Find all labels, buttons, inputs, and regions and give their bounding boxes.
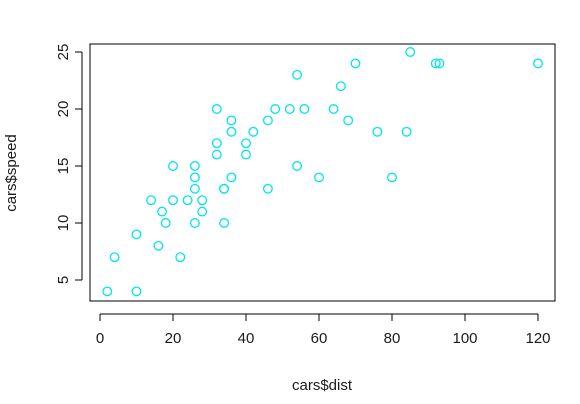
data-point [189, 172, 200, 183]
y-axis: 5 10 15 20 25 [55, 44, 83, 284]
data-point [189, 161, 200, 171]
data-point [401, 126, 412, 137]
data-point [387, 172, 397, 183]
data-point [226, 126, 237, 137]
data-point [241, 138, 251, 149]
y-axis-title: cars$speed [3, 134, 20, 212]
data-point [175, 252, 186, 263]
y-tick-label: 15 [55, 158, 72, 175]
data-point [131, 286, 142, 297]
data-point [157, 206, 168, 217]
data-point [109, 252, 120, 263]
data-point [270, 104, 281, 114]
data-point [197, 195, 208, 206]
data-point [226, 172, 237, 183]
data-point [160, 218, 171, 228]
data-point [292, 161, 303, 171]
data-point [219, 183, 230, 194]
data-point [182, 195, 193, 206]
data-point [284, 104, 295, 114]
data-point [168, 161, 178, 171]
x-tick-label: 100 [452, 330, 477, 347]
x-tick-label: 60 [311, 330, 328, 347]
data-point [328, 104, 339, 114]
data-point [168, 195, 178, 206]
data-point [131, 229, 142, 240]
data-point [241, 149, 251, 160]
data-point [211, 138, 222, 149]
x-axis-title: cars$dist [292, 377, 353, 394]
data-point [211, 104, 222, 114]
x-tick-label: 40 [238, 330, 255, 347]
data-point [189, 218, 200, 228]
x-tick-label: 20 [165, 330, 182, 347]
data-point [102, 286, 113, 297]
data-point [226, 115, 237, 126]
data-point [335, 81, 346, 92]
data-point [262, 115, 273, 126]
x-axis: 0 20 40 60 80 100 120 [96, 313, 551, 347]
data-point [189, 183, 200, 194]
data-point [434, 58, 445, 69]
x-tick-label: 0 [96, 330, 104, 347]
data-point [197, 206, 208, 217]
y-tick-label: 10 [55, 215, 72, 232]
y-tick-label: 25 [55, 44, 72, 61]
data-point [211, 149, 222, 160]
x-tick-label: 80 [384, 330, 401, 347]
data-point [350, 58, 361, 69]
data-point [405, 47, 416, 57]
y-tick-label: 20 [55, 101, 72, 118]
data-point [314, 172, 324, 183]
data-point [219, 218, 230, 228]
data-point [262, 183, 273, 194]
data-point [343, 115, 354, 126]
data-point [153, 240, 164, 251]
data-point [146, 195, 157, 206]
data-point [430, 58, 441, 69]
data-point [299, 104, 310, 114]
data-point [292, 69, 303, 80]
data-point [372, 126, 383, 137]
x-tick-label: 120 [525, 330, 550, 347]
data-point [248, 126, 259, 137]
plot-frame [89, 43, 556, 302]
data-points [102, 47, 543, 297]
y-tick-label: 5 [55, 276, 72, 284]
data-point [533, 58, 543, 69]
